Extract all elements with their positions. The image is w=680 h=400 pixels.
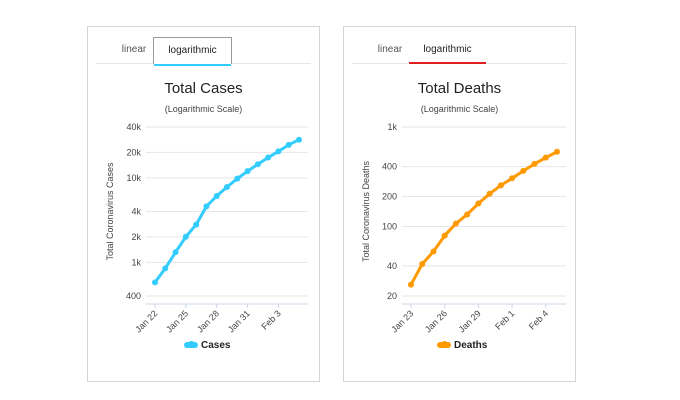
y-tick-label: 40 bbox=[387, 261, 397, 271]
series-line bbox=[409, 150, 559, 287]
data-point[interactable] bbox=[213, 193, 220, 200]
y-tick-label: 20k bbox=[126, 147, 141, 157]
data-point[interactable] bbox=[203, 203, 210, 210]
x-tick-label: Jan 25 bbox=[164, 308, 190, 334]
y-tick-label: 1k bbox=[387, 122, 397, 132]
data-point[interactable] bbox=[182, 233, 189, 240]
x-tick-label: Feb 1 bbox=[493, 308, 516, 331]
cases-chart-panel: linear logarithmic Total Cases (Logarith… bbox=[87, 26, 320, 382]
legend-swatch-icon bbox=[437, 341, 451, 349]
tab-linear[interactable]: linear bbox=[121, 44, 147, 55]
y-tick-label: 200 bbox=[382, 192, 397, 202]
data-point[interactable] bbox=[486, 190, 493, 197]
data-point[interactable] bbox=[224, 183, 230, 190]
data-point[interactable] bbox=[520, 167, 527, 174]
y-tick-label: 100 bbox=[382, 221, 397, 231]
data-point[interactable] bbox=[441, 232, 448, 239]
y-tick-label: 40k bbox=[126, 122, 141, 132]
x-tick-label: Feb 3 bbox=[259, 308, 282, 331]
data-point[interactable] bbox=[509, 175, 516, 182]
data-point[interactable] bbox=[452, 220, 459, 227]
y-axis-title: Total Coronavirus Cases bbox=[105, 162, 115, 261]
data-point[interactable] bbox=[172, 249, 179, 256]
x-tick-label: Jan 22 bbox=[133, 308, 159, 334]
x-tick-label: Jan 31 bbox=[226, 308, 252, 334]
data-point[interactable] bbox=[254, 161, 261, 168]
x-tick-label: Jan 29 bbox=[457, 308, 483, 334]
y-tick-label: 20 bbox=[387, 291, 397, 301]
data-point[interactable] bbox=[497, 182, 504, 189]
active-tab-underline bbox=[409, 62, 486, 64]
data-point[interactable] bbox=[275, 148, 282, 155]
data-point[interactable] bbox=[152, 279, 158, 286]
chart-subtitle: (Logarithmic Scale) bbox=[420, 104, 499, 114]
tab-logarithmic[interactable]: logarithmic bbox=[409, 37, 486, 64]
active-tab-underline bbox=[154, 64, 231, 66]
tab-logarithmic[interactable]: logarithmic bbox=[153, 37, 232, 66]
cases-legend-item[interactable]: Cases bbox=[184, 340, 230, 351]
y-tick-label: 1k bbox=[131, 257, 141, 267]
deaths-line-chart: 20 40 100 200 400 1k Total Coronavirus Deaths J… bbox=[361, 122, 566, 335]
x-tick-label: Jan 23 bbox=[389, 308, 415, 334]
data-point[interactable] bbox=[408, 281, 414, 288]
tab-logarithmic-label: logarithmic bbox=[423, 44, 472, 55]
data-point[interactable] bbox=[193, 221, 200, 228]
data-point[interactable] bbox=[162, 265, 169, 272]
chart-subtitle: (Logarithmic Scale) bbox=[164, 104, 243, 114]
chart-title: Total Deaths bbox=[417, 80, 502, 97]
x-tick-label: Jan 28 bbox=[195, 308, 221, 334]
legend-swatch-icon bbox=[184, 341, 198, 349]
y-tick-label: 400 bbox=[126, 291, 141, 301]
data-point[interactable] bbox=[475, 200, 482, 207]
data-point[interactable] bbox=[430, 248, 437, 255]
data-point[interactable] bbox=[296, 136, 302, 143]
y-tick-label: 2k bbox=[131, 232, 141, 242]
data-point[interactable] bbox=[234, 175, 241, 182]
deaths-tab-bar: linear logarithmic bbox=[352, 27, 567, 64]
y-tick-label: 10k bbox=[126, 173, 141, 183]
y-tick-label: 400 bbox=[382, 162, 397, 172]
y-axis-title: Total Coronavirus Deaths bbox=[361, 160, 371, 262]
data-point[interactable] bbox=[531, 160, 538, 167]
x-tick-label: Jan 26 bbox=[423, 308, 449, 334]
data-point[interactable] bbox=[265, 154, 272, 161]
y-tick-label: 4k bbox=[131, 207, 141, 217]
data-point[interactable] bbox=[419, 260, 426, 267]
legend-label: Cases bbox=[201, 340, 231, 351]
tab-linear[interactable]: linear bbox=[377, 44, 403, 55]
tab-logarithmic-label: logarithmic bbox=[168, 45, 217, 56]
cases-line-chart: 400 1k 2k 4k 10k 20k 40k Total Coronavirus Case… bbox=[105, 122, 308, 335]
chart-title: Total Cases bbox=[164, 80, 243, 97]
cases-tab-bar: linear logarithmic bbox=[96, 27, 311, 66]
data-point[interactable] bbox=[464, 211, 471, 218]
data-point[interactable] bbox=[542, 154, 549, 161]
data-point[interactable] bbox=[244, 168, 251, 175]
deaths-chart-panel: linear logarithmic Total Deaths (Logarit… bbox=[343, 26, 576, 382]
data-point[interactable] bbox=[285, 141, 292, 148]
data-point[interactable] bbox=[554, 148, 560, 155]
legend-label: Deaths bbox=[454, 340, 488, 351]
x-tick-label: Feb 4 bbox=[527, 308, 550, 331]
deaths-legend-item[interactable]: Deaths bbox=[437, 340, 487, 351]
